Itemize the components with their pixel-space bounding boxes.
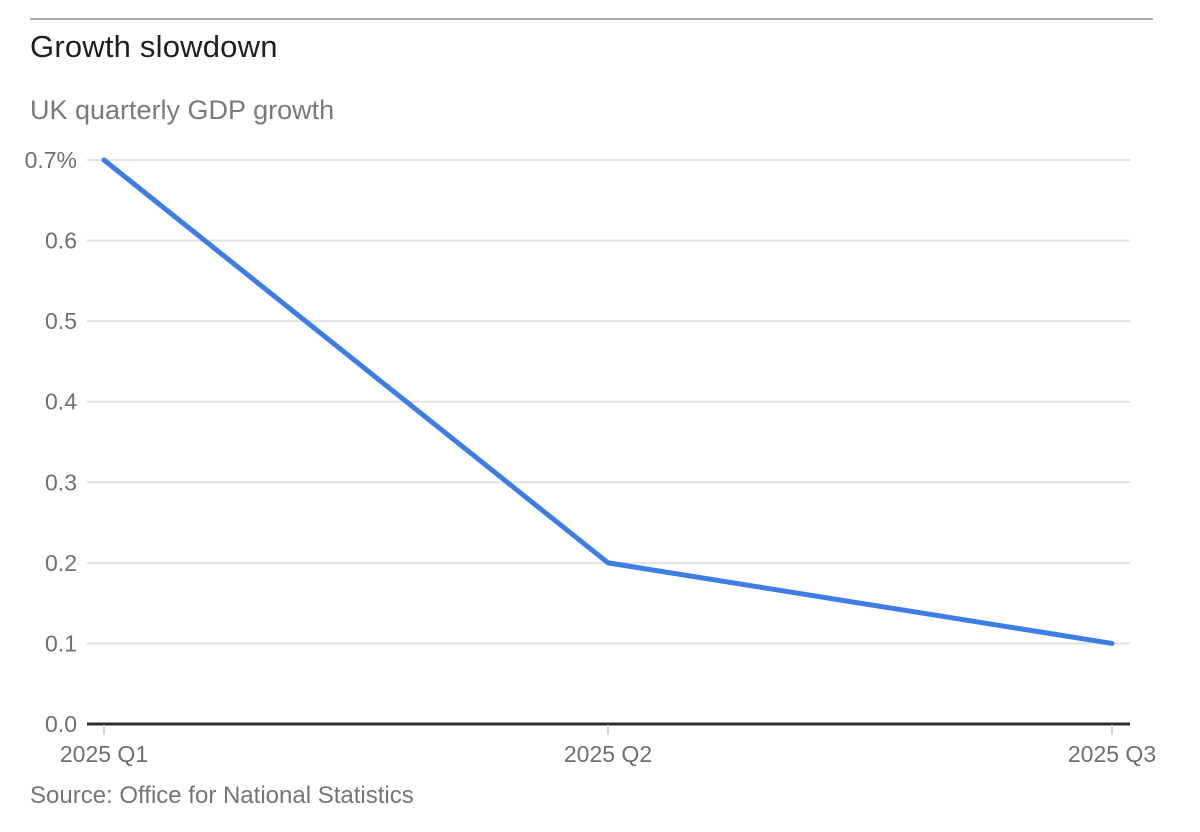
y-axis-tick-label: 0.7% [25, 147, 77, 173]
y-axis-tick-label: 0.2 [45, 550, 77, 576]
chart-title: Growth slowdown [30, 29, 278, 64]
gdp-growth-line [101, 157, 1115, 646]
y-axis-tick-label: 0.6 [45, 228, 77, 254]
top-rule [30, 18, 1153, 20]
source-note: Source: Office for National Statistics [30, 782, 414, 809]
y-axis-tick-label: 0.3 [45, 469, 77, 495]
x-axis-tick-label: 2025 Q3 [1068, 741, 1156, 767]
x-axis-tick-label: 2025 Q2 [564, 741, 652, 767]
y-axis-tick-label: 0.5 [45, 308, 77, 334]
y-axis-tick-label: 0.0 [45, 711, 77, 737]
y-axis-tick-label: 0.1 [45, 630, 77, 656]
y-axis-tick-label: 0.4 [45, 389, 77, 415]
chart-subtitle: UK quarterly GDP growth [30, 95, 335, 125]
x-axis-tick-label: 2025 Q1 [60, 741, 148, 767]
